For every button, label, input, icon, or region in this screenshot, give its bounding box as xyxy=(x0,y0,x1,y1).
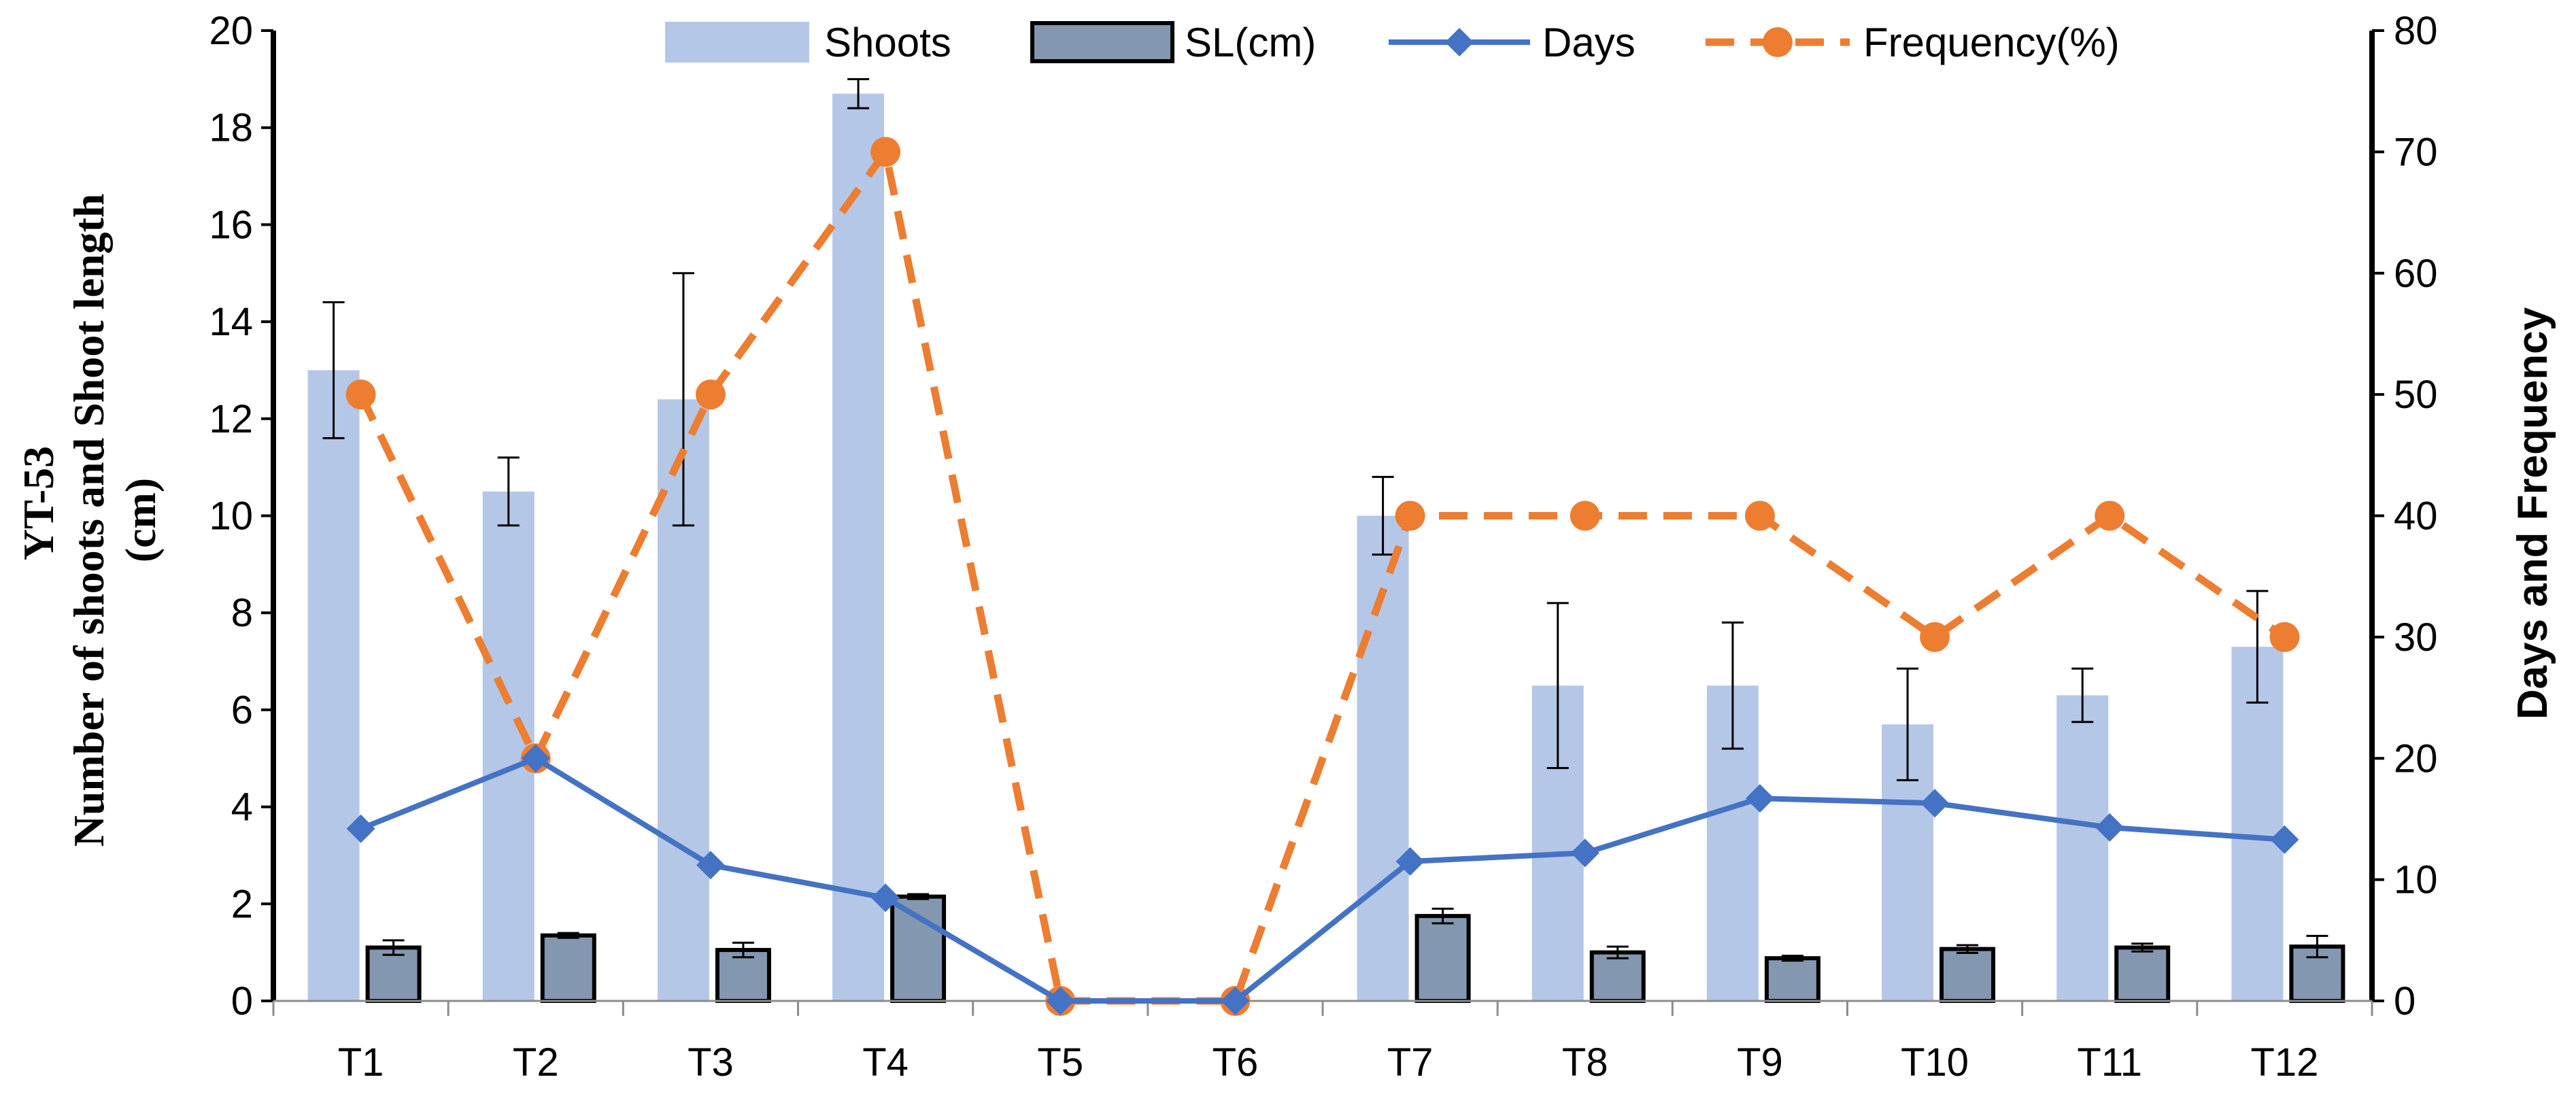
frequency-point-T8 xyxy=(1570,500,1600,531)
days-point-T5 xyxy=(1046,987,1075,1015)
days-point-T7 xyxy=(1395,847,1425,876)
x-tick-label-T8: T8 xyxy=(1562,1040,1608,1085)
days-point-T9 xyxy=(1745,784,1774,813)
days-point-T11 xyxy=(2095,813,2124,842)
frequency-point-T9 xyxy=(1744,500,1775,531)
days-point-T10 xyxy=(1920,789,1950,818)
left-tick-label-4: 4 xyxy=(231,785,253,830)
x-tick-label-T9: T9 xyxy=(1737,1040,1783,1085)
sl-bar-T11 xyxy=(2114,945,2171,1004)
legend-marker-days xyxy=(1445,28,1474,56)
right-tick-label-10: 10 xyxy=(2394,858,2438,902)
legend-label-days: Days xyxy=(1542,20,1636,65)
left-axis-title-line2: Number of shoots and Shoot length xyxy=(65,194,113,847)
left-tick-label-6: 6 xyxy=(231,688,253,732)
frequency-point-T3 xyxy=(695,379,726,410)
left-axis-title-line3: (cm) xyxy=(116,478,165,562)
sl-bar-T3 xyxy=(715,948,771,1004)
x-tick-label-T3: T3 xyxy=(688,1040,734,1085)
days-line xyxy=(346,744,2299,1015)
shoots-bar-T11 xyxy=(2056,695,2109,1001)
shoots-bar-T1 xyxy=(307,370,360,1001)
days-polyline xyxy=(360,755,2285,1004)
frequency-point-T12 xyxy=(2269,621,2300,652)
frequency-point-T4 xyxy=(870,137,901,167)
x-tick-label-T12: T12 xyxy=(2250,1040,2318,1085)
sl-bar-T4 xyxy=(890,894,947,1004)
shoot-length-bars xyxy=(365,893,2345,1004)
days-point-T3 xyxy=(696,851,725,880)
frequency-line xyxy=(345,137,2300,1016)
axis-titles: YT-53 Number of shoots and Shoot length … xyxy=(14,194,2556,847)
legend-swatch-sl xyxy=(1030,21,1174,63)
legend-marker-frequency xyxy=(1763,27,1793,57)
left-tick-label-10: 10 xyxy=(209,494,253,539)
axes: 0 2 4 6 8 10 12 14 16 18 20 0 10 20 30 40 50 60 70 80 T1 T2 T3… xyxy=(209,9,2437,1085)
legend-label-frequency: Frequency(%) xyxy=(1863,20,2120,65)
x-tick-label-T7: T7 xyxy=(1387,1040,1434,1085)
left-tick-label-16: 16 xyxy=(209,203,253,247)
days-point-T12 xyxy=(2270,825,2299,854)
shoots-bar-T4 xyxy=(832,93,885,1001)
right-tick-label-70: 70 xyxy=(2394,130,2438,174)
left-tick-label-14: 14 xyxy=(209,300,253,344)
frequency-point-T7 xyxy=(1395,500,1425,531)
x-tick-label-T11: T11 xyxy=(2077,1040,2142,1085)
frequency-point-T11 xyxy=(2095,500,2125,531)
left-tick-label-0: 0 xyxy=(231,979,253,1023)
x-tick-label-T6: T6 xyxy=(1213,1040,1259,1085)
legend-label-sl: SL(cm) xyxy=(1185,20,1316,65)
frequency-point-T10 xyxy=(1920,621,1950,652)
shoots-bars xyxy=(307,78,2284,1001)
right-axis-title: Days and Frequency xyxy=(2509,307,2556,719)
sl-bar-T9 xyxy=(1764,956,1820,1004)
days-point-T2 xyxy=(521,744,550,773)
left-axis-title-line1: YT-53 xyxy=(14,446,63,560)
legend-swatch-shoots xyxy=(665,22,809,63)
sl-bar-T8 xyxy=(1589,950,1646,1004)
right-tick-label-60: 60 xyxy=(2394,252,2438,296)
legend: Shoots SL(cm) Days Frequency(%) xyxy=(665,20,2120,65)
right-tick-label-30: 30 xyxy=(2394,615,2438,660)
shoots-bar-T12 xyxy=(2231,647,2284,1001)
x-tick-label-T10: T10 xyxy=(1901,1040,1969,1085)
days-point-T8 xyxy=(1570,838,1599,868)
legend-label-shoots: Shoots xyxy=(824,20,951,65)
right-tick-label-50: 50 xyxy=(2394,373,2438,417)
days-point-T6 xyxy=(1221,987,1250,1015)
frequency-polyline xyxy=(357,148,2287,1005)
right-tick-label-20: 20 xyxy=(2394,736,2438,781)
x-tick-label-T1: T1 xyxy=(338,1040,384,1085)
right-tick-label-40: 40 xyxy=(2394,494,2438,539)
x-tick-label-T2: T2 xyxy=(513,1040,559,1085)
days-point-T1 xyxy=(346,814,375,843)
sl-bar-T10 xyxy=(1939,947,1996,1004)
left-tick-label-2: 2 xyxy=(231,882,253,926)
sl-bar-T7 xyxy=(1414,914,1471,1003)
frequency-point-T1 xyxy=(345,379,376,410)
x-tick-label-T4: T4 xyxy=(862,1040,909,1085)
sl-bar-T2 xyxy=(540,933,596,1003)
right-tick-label-80: 80 xyxy=(2394,9,2438,53)
right-tick-label-0: 0 xyxy=(2394,979,2416,1023)
left-tick-label-18: 18 xyxy=(209,106,253,150)
left-tick-label-8: 8 xyxy=(231,591,253,635)
shoots-bar-T2 xyxy=(482,491,535,1001)
left-tick-label-12: 12 xyxy=(209,397,253,441)
days-point-T4 xyxy=(871,883,900,913)
left-tick-label-20: 20 xyxy=(209,9,253,53)
x-tick-label-T5: T5 xyxy=(1037,1040,1083,1085)
